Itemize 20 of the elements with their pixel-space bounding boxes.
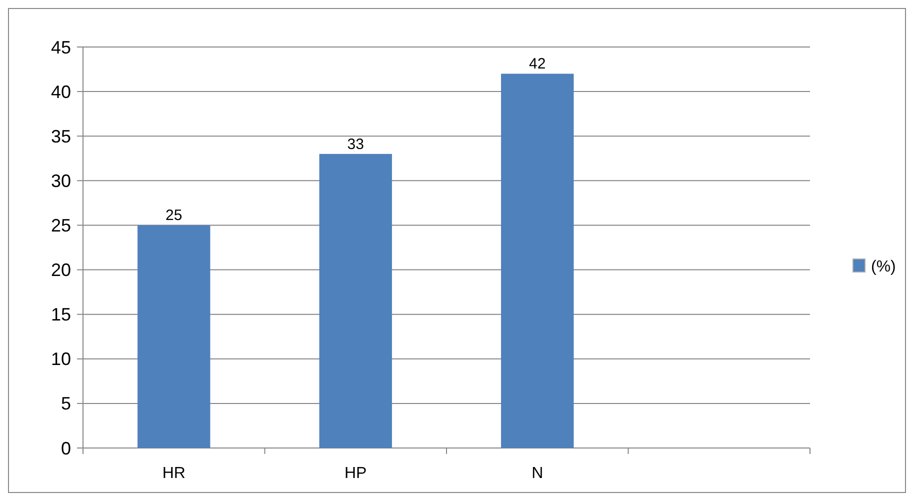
- y-tick-label: 5: [60, 394, 71, 414]
- y-tick-label: 25: [50, 216, 71, 236]
- bar: [501, 74, 574, 448]
- legend-label: (%): [871, 258, 896, 276]
- y-tick-label: 45: [50, 37, 71, 58]
- bar: [138, 225, 210, 448]
- y-tick-label: 35: [50, 126, 71, 146]
- data-label: 42: [529, 56, 546, 73]
- y-tick-label: 15: [50, 304, 71, 325]
- x-tick-label: HR: [162, 465, 186, 482]
- x-tick-label: N: [532, 465, 544, 482]
- bar: [319, 154, 392, 448]
- y-tick-label: 10: [50, 349, 71, 370]
- x-tick-label: HP: [344, 465, 367, 482]
- data-label: 33: [347, 136, 364, 153]
- y-tick-label: 20: [50, 260, 71, 280]
- data-label: 25: [166, 207, 182, 224]
- y-tick-label: 0: [60, 438, 71, 458]
- y-tick-label: 30: [50, 170, 71, 191]
- y-tick-label: 40: [50, 82, 71, 102]
